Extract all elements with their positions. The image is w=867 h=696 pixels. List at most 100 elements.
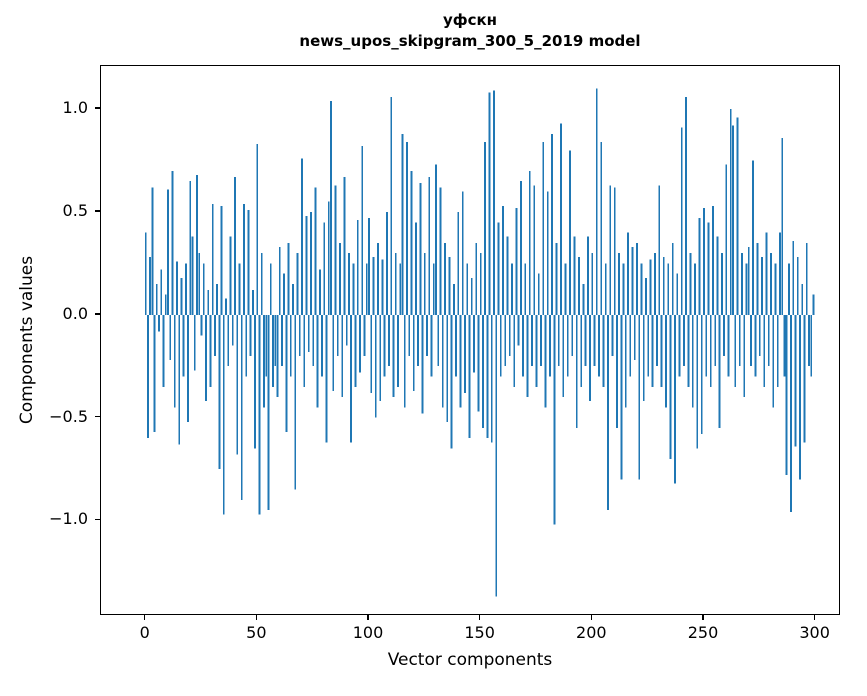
bar — [758, 314, 761, 356]
bar — [513, 314, 516, 387]
bar — [524, 263, 527, 315]
y-axis-label: Components values — [17, 255, 37, 425]
bar — [468, 314, 471, 439]
bar — [602, 314, 605, 387]
x-tick-label: 150 — [464, 623, 495, 642]
bar — [408, 314, 411, 356]
bar — [435, 164, 437, 315]
bar — [776, 314, 779, 387]
bar — [207, 290, 210, 315]
bar — [263, 314, 265, 408]
x-tick-mark — [255, 615, 258, 620]
bar — [374, 314, 377, 418]
bar — [180, 277, 183, 315]
bar — [497, 222, 500, 315]
bar — [620, 314, 623, 480]
bar — [296, 253, 299, 315]
bar — [627, 232, 629, 315]
bar — [575, 314, 578, 428]
bar — [249, 314, 252, 356]
bar — [598, 314, 600, 377]
bar — [580, 314, 583, 387]
bar — [260, 253, 263, 315]
bar — [767, 314, 770, 367]
bar — [455, 314, 457, 377]
bar — [687, 314, 690, 387]
bar — [227, 314, 230, 367]
bar — [238, 263, 241, 315]
bar — [540, 314, 542, 367]
bar — [750, 314, 752, 367]
x-tick-mark — [590, 615, 593, 620]
bar — [229, 236, 232, 315]
bar — [312, 314, 315, 367]
bar — [151, 187, 154, 315]
bar — [153, 314, 156, 433]
bar — [667, 263, 670, 315]
bar — [765, 232, 768, 315]
bar — [613, 187, 616, 315]
bar — [432, 263, 435, 315]
bar — [658, 185, 661, 315]
bar — [381, 259, 384, 315]
bar — [191, 236, 194, 315]
bar — [267, 314, 270, 511]
bar — [189, 181, 192, 315]
bar — [289, 314, 292, 377]
bar — [526, 314, 529, 398]
y-tick-mark — [95, 210, 100, 212]
chart-title: уфскн news_upos_skipgram_300_5_2019 mode… — [100, 10, 840, 52]
bar — [158, 314, 160, 332]
bar — [298, 314, 301, 356]
bar — [533, 185, 536, 315]
bar — [274, 314, 277, 367]
bar — [569, 150, 571, 315]
bar — [779, 232, 781, 315]
x-tick-label: 200 — [576, 623, 607, 642]
bar — [653, 253, 656, 315]
bar — [287, 242, 290, 315]
bar — [209, 314, 212, 387]
bar — [756, 242, 759, 315]
bar — [202, 263, 205, 315]
bar — [348, 253, 350, 315]
bar — [528, 170, 531, 315]
bar — [444, 242, 446, 315]
bar — [236, 314, 239, 455]
bar — [689, 253, 692, 315]
bar — [571, 314, 574, 356]
bar — [167, 189, 169, 315]
bar — [303, 314, 306, 387]
bar — [310, 212, 312, 315]
bar — [171, 170, 174, 315]
bar — [222, 314, 225, 515]
bar — [397, 314, 399, 387]
bar — [586, 236, 589, 315]
bar — [176, 261, 178, 315]
bar — [294, 314, 297, 490]
bar — [669, 314, 672, 459]
bar — [783, 314, 786, 377]
bar — [459, 314, 462, 408]
bar — [718, 314, 721, 428]
bar — [446, 314, 449, 422]
bar — [361, 146, 364, 315]
bar — [504, 314, 507, 367]
y-tick-mark — [95, 518, 100, 521]
bar — [321, 314, 323, 377]
bar — [486, 314, 489, 439]
bar — [336, 314, 339, 356]
bar — [805, 242, 808, 315]
bar — [812, 294, 815, 315]
bar — [593, 314, 596, 367]
bar — [582, 283, 585, 315]
bar — [555, 242, 558, 315]
bar — [278, 246, 281, 315]
bar — [198, 253, 201, 315]
bar — [544, 314, 547, 408]
bar — [720, 253, 723, 315]
bar — [725, 164, 728, 315]
bar — [754, 314, 757, 377]
bar — [211, 203, 214, 315]
bar — [182, 314, 185, 377]
